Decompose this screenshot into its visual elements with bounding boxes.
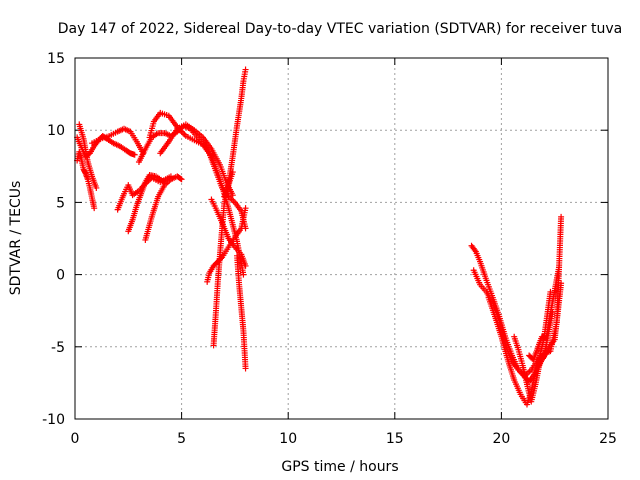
data-point — [242, 205, 249, 212]
series-track-f — [125, 171, 168, 235]
data-point — [178, 176, 185, 183]
data-point — [242, 262, 249, 269]
x-tick-label: 20 — [492, 431, 510, 447]
series-track-g — [142, 173, 185, 243]
data-point — [242, 365, 249, 372]
data-point — [558, 213, 565, 220]
series-track-n — [234, 252, 249, 372]
chart-title: Day 147 of 2022, Sidereal Day-to-day VTE… — [58, 21, 622, 37]
data-point — [93, 184, 100, 191]
y-tick-label: 0 — [56, 268, 65, 284]
series-track-m — [221, 66, 249, 200]
data-point — [229, 192, 236, 199]
y-tick-label: -10 — [42, 412, 65, 428]
data-point — [240, 271, 247, 278]
series-track-b — [74, 148, 98, 212]
x-tick-label: 0 — [71, 431, 80, 447]
data-point — [547, 288, 554, 295]
data-point — [555, 264, 562, 271]
x-tick-label: 5 — [177, 431, 186, 447]
data-point — [177, 175, 184, 182]
series-track-l — [210, 169, 236, 349]
y-tick-label: 15 — [47, 51, 65, 67]
plot-frame — [74, 57, 609, 420]
grid-layer — [75, 58, 608, 419]
y-tick-label: -5 — [51, 340, 65, 356]
x-tick-label: 25 — [599, 431, 617, 447]
y-axis-label: SDTVAR / TECUs — [8, 181, 24, 296]
data-layer — [74, 66, 565, 408]
label-layer: 0 5 10 15 20 25 -10 -5 0 5 10 15 — [42, 51, 617, 447]
data-point — [91, 205, 98, 212]
series-track-t — [526, 264, 562, 363]
x-axis-label: GPS time / hours — [281, 459, 398, 475]
series-track-c — [76, 121, 100, 191]
series-track-d — [89, 125, 147, 157]
data-point — [131, 151, 138, 158]
data-point — [242, 66, 249, 73]
y-tick-label: 10 — [47, 123, 65, 139]
y-tick-label: 5 — [56, 195, 65, 211]
x-tick-label: 10 — [279, 431, 297, 447]
series-track-o — [208, 196, 249, 269]
x-tick-label: 15 — [386, 431, 404, 447]
